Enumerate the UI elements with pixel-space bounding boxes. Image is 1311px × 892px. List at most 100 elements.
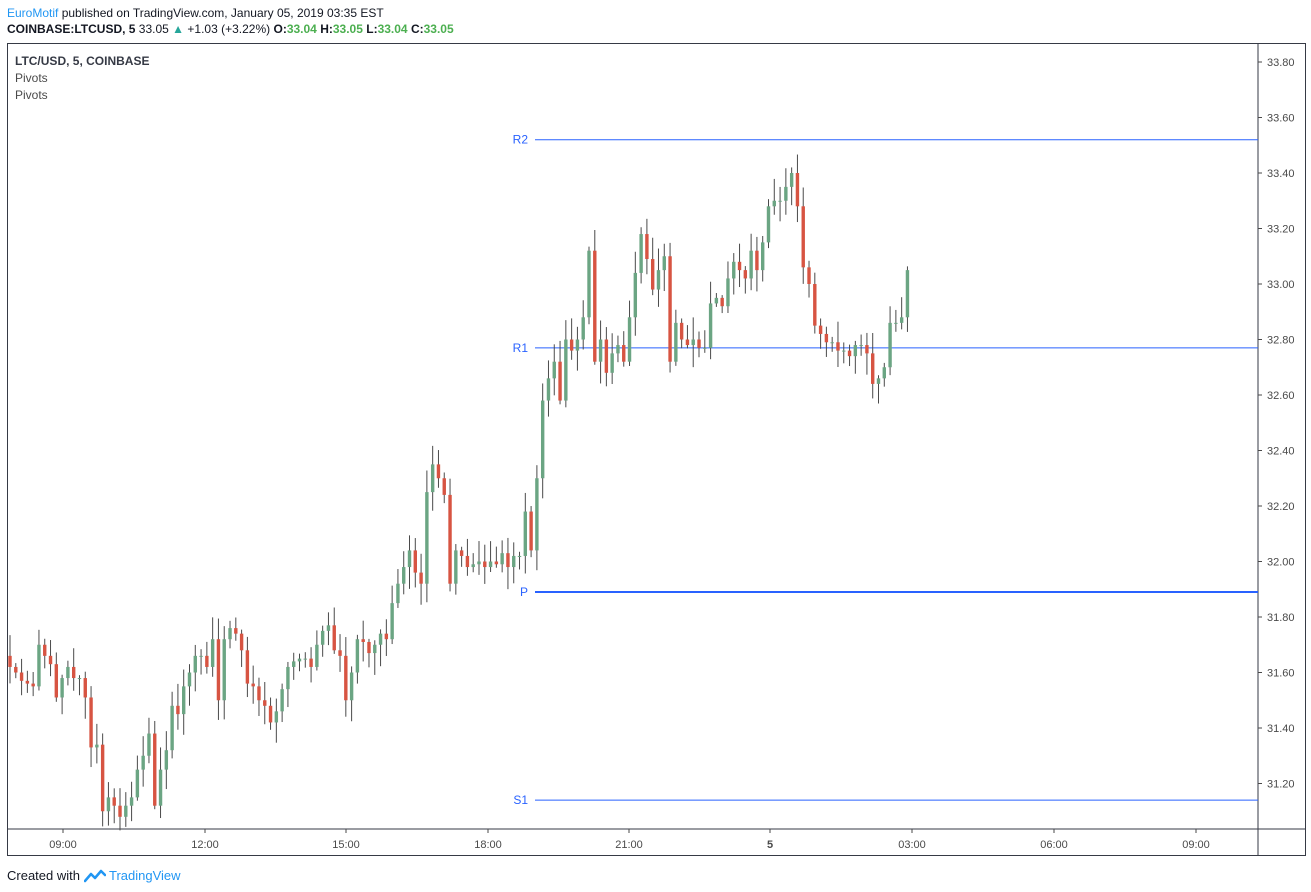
x-tick-label: 09:00 — [49, 839, 77, 851]
candle-body — [355, 639, 360, 673]
candle — [801, 187, 805, 284]
candle — [106, 782, 111, 826]
chart-legend: LTC/USD, 5, COINBASE Pivots Pivots — [15, 53, 149, 104]
candle-body — [789, 173, 794, 187]
candle — [859, 334, 863, 356]
candle — [263, 682, 267, 725]
candle-body — [430, 464, 435, 493]
candle-body — [396, 583, 400, 604]
candle-body — [187, 672, 192, 687]
candle-body — [193, 655, 197, 673]
candle-body — [158, 769, 163, 806]
candle-body — [442, 478, 446, 495]
candle — [778, 186, 782, 222]
candle-body — [633, 272, 638, 318]
candle — [708, 281, 713, 360]
candle — [523, 492, 528, 574]
price-axis[interactable]: 33.80 33.60 33.40 33.20 33.00 32.80 32.60 32.40… — [1257, 44, 1295, 856]
candle-body — [239, 633, 244, 651]
candle — [813, 272, 817, 334]
created-with-text: Created with — [7, 868, 80, 883]
low-value: 33.04 — [377, 22, 408, 36]
high-value: 33.05 — [332, 22, 363, 36]
candle — [77, 675, 82, 696]
candle-body — [836, 342, 840, 351]
time-axis[interactable]: 09:00 12:00 15:00 18:00 21:00 5 03:00 06:00 09:0… — [8, 828, 1305, 851]
candle-body — [685, 339, 690, 346]
tradingview-brand[interactable]: TradingView — [109, 868, 181, 883]
candle — [882, 362, 886, 387]
candle-body — [853, 345, 858, 357]
candle-body — [465, 555, 470, 568]
candle — [679, 318, 684, 349]
candle-body — [257, 686, 261, 701]
candle — [210, 617, 215, 677]
candle — [170, 691, 174, 759]
candle-body — [129, 797, 134, 806]
candle-body — [871, 353, 875, 384]
candle-body — [824, 333, 829, 343]
y-tick-label: 32.20 — [1267, 501, 1295, 513]
candle-body — [813, 284, 817, 326]
candle — [164, 731, 169, 790]
legend-symbol[interactable]: LTC/USD, 5, COINBASE — [15, 54, 150, 68]
candle — [500, 540, 504, 573]
y-tick-label: 33.80 — [1267, 57, 1295, 69]
x-tick-label: 09:00 — [1182, 839, 1210, 851]
candle-body — [459, 550, 464, 556]
candle — [732, 253, 736, 295]
candle — [697, 331, 701, 358]
candle-body — [170, 705, 174, 751]
candle-body — [494, 561, 499, 565]
candle-body — [737, 261, 742, 271]
candle-body — [882, 367, 886, 379]
candle — [593, 230, 597, 365]
candle-body — [344, 655, 348, 701]
candle — [656, 248, 661, 307]
legend-study-pivots-2[interactable]: Pivots — [15, 88, 48, 102]
candle — [639, 227, 643, 284]
candle-body — [19, 672, 24, 681]
chart-frame[interactable] — [7, 43, 1306, 856]
candle-body — [89, 697, 93, 748]
candle — [737, 243, 742, 288]
candle — [147, 717, 151, 764]
open-label: O: — [273, 22, 287, 36]
candle-body — [124, 805, 128, 817]
candle-body — [645, 234, 649, 260]
candle-body — [847, 350, 852, 357]
y-tick-label: 33.00 — [1267, 279, 1295, 291]
y-tick-label: 31.40 — [1267, 723, 1295, 735]
candle — [425, 470, 429, 603]
candle — [19, 658, 24, 696]
candle — [477, 541, 481, 575]
candle-body — [743, 270, 748, 279]
candle-body — [454, 550, 458, 584]
symbol-info: COINBASE:LTCUSD, 5 33.05 ▲ +1.03 (+3.22%… — [7, 21, 454, 37]
candle-body — [43, 644, 47, 656]
candle — [390, 585, 394, 645]
candle-body — [830, 342, 834, 344]
candle — [199, 649, 203, 675]
candle — [141, 736, 145, 787]
candle-body — [477, 561, 481, 565]
candle-body — [842, 350, 846, 352]
open-value: 33.04 — [286, 22, 317, 36]
candle-body — [118, 805, 122, 817]
candle-body — [546, 378, 551, 401]
candle — [714, 293, 719, 307]
y-tick-label: 31.20 — [1267, 779, 1295, 791]
candle — [182, 669, 186, 735]
candle — [216, 618, 221, 720]
candle — [176, 683, 180, 730]
candle — [871, 333, 875, 399]
candle-body — [14, 666, 18, 673]
candle — [31, 672, 35, 697]
candle — [8, 635, 12, 684]
candle-body — [755, 250, 759, 271]
author-link[interactable]: EuroMotif — [7, 6, 59, 20]
candle-body — [535, 478, 539, 551]
candle — [89, 686, 93, 768]
legend-study-pivots-1[interactable]: Pivots — [15, 71, 48, 85]
